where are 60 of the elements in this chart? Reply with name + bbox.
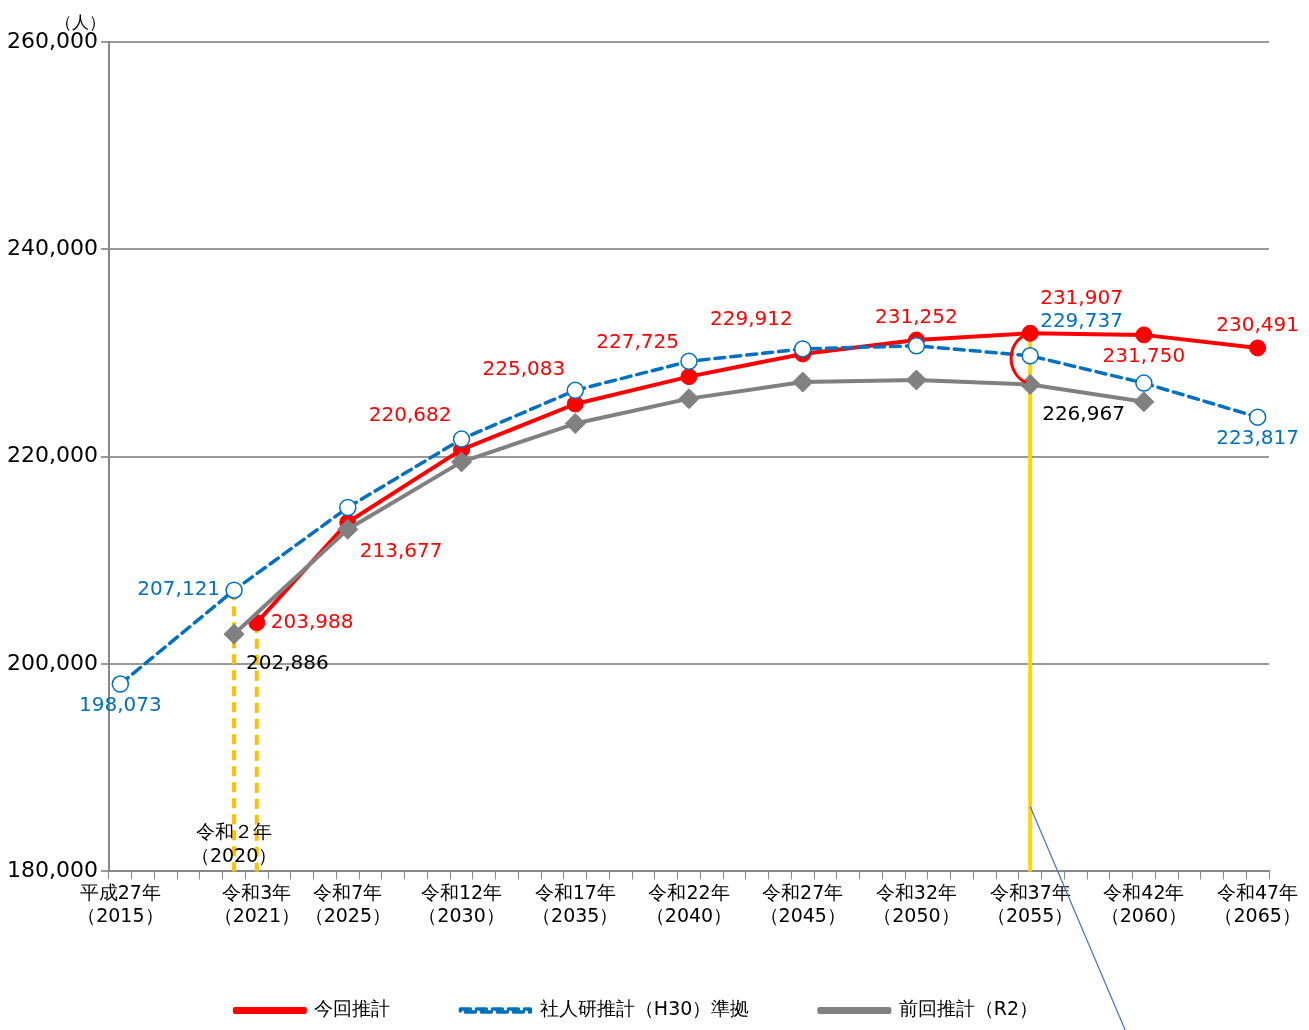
x-tick-label: 令和17年（2035） [532,880,619,926]
data-label: 229,737 [1040,307,1123,332]
legend-label: 今回推計 [314,997,391,1020]
y-tick-label: 220,000 [6,442,98,468]
y-tick-label: 240,000 [6,235,98,261]
data-label: 229,912 [710,306,793,331]
data-label: 207,121 [137,576,221,601]
legend-label: 前回推計（R2） [898,997,1039,1020]
data-label: 230,491 [1216,312,1299,337]
x-tick-label: 令和２年（2020） [190,820,278,867]
point [1021,324,1039,342]
point [223,623,245,645]
x-tick-label: 令和37年（2055） [986,880,1074,926]
x-tick-label: 令和27年（2045） [759,880,846,926]
data-label: 220,682 [368,401,452,426]
point [1133,391,1155,413]
point [1248,408,1267,426]
point [111,675,130,693]
x-tick-label: 令和47年（2065） [1214,880,1301,926]
x-tick-label: 令和32年（2050） [873,880,960,926]
point [1019,373,1041,395]
y-tick-label: 180,000 [6,857,98,883]
data-label: 213,677 [359,538,443,563]
legend-label: 社人研推計（H30）準拠 [539,997,750,1020]
point [1249,339,1267,357]
y-tick-label: 200,000 [6,649,98,675]
point [1135,326,1153,344]
x-tick-label: 平成27年（2015） [77,880,164,926]
x-tick-label: 令和3年（2021） [213,880,300,926]
point [678,388,700,410]
point [792,371,814,393]
data-label: 226,967 [1042,400,1125,425]
data-label: 202,886 [246,650,329,675]
y-axis-title: （人） [54,12,106,33]
point [1135,374,1153,392]
data-label: 231,750 [1102,343,1186,368]
data-label: 198,073 [79,692,162,717]
point [680,352,698,371]
data-label: 223,817 [1216,425,1299,450]
point [566,381,585,400]
point [337,518,359,540]
point [339,498,357,517]
data-label: 227,725 [596,328,679,353]
data-label: 231,907 [1040,285,1123,310]
point [905,369,927,391]
point [564,413,586,435]
x-tick-label: 令和12年（2030） [418,880,505,926]
x-tick-label: 令和42年（2060） [1100,880,1188,926]
point [1021,347,1039,365]
point [451,451,473,473]
point [225,581,243,599]
data-label: 203,988 [270,608,354,633]
x-tick-label: 令和7年（2025） [304,880,391,926]
x-tick-label: 令和22年（2040） [645,880,733,926]
data-label: 225,083 [482,356,566,381]
data-label: 231,252 [875,304,958,329]
point [680,368,698,386]
point [907,337,926,355]
point [452,430,471,448]
point [793,340,812,358]
